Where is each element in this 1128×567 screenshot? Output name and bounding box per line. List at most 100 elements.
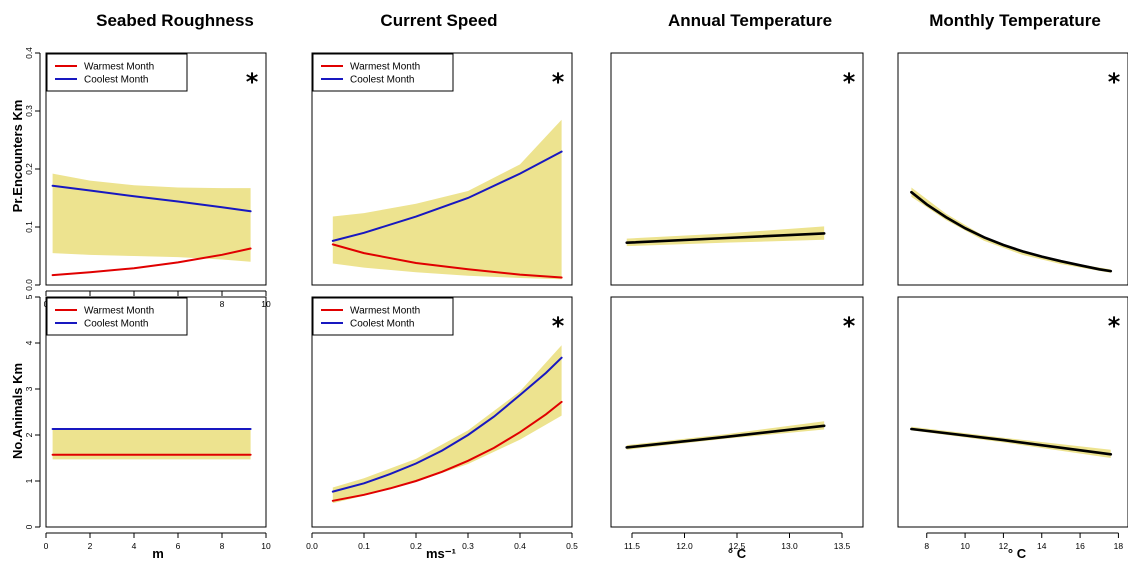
- fitted-line: [910, 190, 1113, 273]
- x-tick-label: 0.2: [410, 541, 422, 551]
- panel-frame: [311, 52, 573, 286]
- panel-frame: [45, 52, 267, 286]
- x-tick-label: 2: [88, 541, 93, 551]
- column-title-annual-temperature: Annual Temperature: [668, 11, 832, 30]
- x-tick-label: 0.1: [358, 541, 370, 551]
- panel-na-seabed: 0 1 2 3 4 5 0 2 4 6 8 10 Warmest Month Coolest Month: [24, 294, 271, 551]
- legend-label-coolest: Coolest Month: [84, 75, 148, 86]
- x-tick-label: 12.0: [676, 541, 693, 551]
- legend-label-warmest: Warmest Month: [350, 62, 420, 73]
- panel-frame: [610, 296, 864, 528]
- series-line-coolest-month: [331, 356, 563, 493]
- y-tick-label: 0.0: [24, 279, 34, 291]
- legend-label-warmest: Warmest Month: [350, 306, 420, 317]
- x-tick-label: 14: [1037, 541, 1047, 551]
- y-tick-label: 0.3: [24, 105, 34, 117]
- y-tick-label: 5: [24, 294, 34, 299]
- panel-frame: [897, 296, 1128, 528]
- legend-label-warmest: Warmest Month: [84, 306, 154, 317]
- x-axis-unit-annual-temp: ° C: [728, 546, 747, 561]
- x-tick-label: 0.5: [566, 541, 578, 551]
- legend: Warmest Month Coolest Month: [46, 53, 188, 92]
- x-axis-unit-current: ms⁻¹: [426, 546, 456, 561]
- x-axis-unit-m: m: [152, 546, 164, 561]
- row-label-pr-encounters: Pr.Encounters Km: [10, 100, 25, 213]
- significance-star: *: [1108, 68, 1121, 96]
- x-tick-label: 16: [1075, 541, 1085, 551]
- x-tick-label: 4: [132, 541, 137, 551]
- legend-label-coolest: Coolest Month: [350, 319, 414, 330]
- legend: Warmest Month Coolest Month: [46, 297, 188, 336]
- x-tick-label: 12: [999, 541, 1009, 551]
- row-label-no-animals: No.Animals Km: [10, 363, 25, 459]
- x-axis-unit-monthly-temp: ° C: [1008, 546, 1027, 561]
- x-tick-label: 13.5: [834, 541, 851, 551]
- y-tick-label: 4: [24, 340, 34, 345]
- confidence-band: [911, 187, 1111, 273]
- x-tick-label: 8: [220, 299, 225, 309]
- y-tick-label: 0: [24, 524, 34, 529]
- y-tick-label: 1: [24, 478, 34, 483]
- x-tick-label: 18: [1114, 541, 1124, 551]
- x-tick-label: 0.0: [306, 541, 318, 551]
- panel-frame: [311, 296, 573, 528]
- x-tick-label: 0.4: [514, 541, 526, 551]
- legend-box: [312, 297, 454, 336]
- series-line-warmest-month: [51, 247, 252, 277]
- panel-pe-current: Warmest Month Coolest Month *: [311, 52, 573, 286]
- confidence-band: [52, 428, 251, 460]
- x-tick-label: 10: [261, 541, 271, 551]
- panel-frame: [45, 296, 267, 528]
- panel-frame: [897, 52, 1128, 286]
- x-tick-label: 12.5: [729, 541, 746, 551]
- confidence-band: [626, 226, 825, 247]
- series-line-warmest-month: [331, 400, 563, 502]
- legend: Warmest Month Coolest Month: [312, 297, 454, 336]
- x-tick-label: 8: [924, 541, 929, 551]
- fitted-line: [910, 427, 1113, 456]
- legend-box: [46, 53, 188, 92]
- legend-label-warmest: Warmest Month: [84, 62, 154, 73]
- legend-box: [46, 297, 188, 336]
- fitted-line: [625, 232, 826, 244]
- column-title-seabed-roughness: Seabed Roughness: [96, 11, 254, 30]
- x-tick-label: 6: [176, 541, 181, 551]
- significance-star: *: [1108, 312, 1121, 340]
- confidence-band: [332, 119, 562, 280]
- y-tick-label: 3: [24, 386, 34, 391]
- x-tick-label: 10: [960, 541, 970, 551]
- confidence-band: [332, 345, 562, 504]
- significance-star: *: [552, 68, 565, 96]
- significance-star: *: [843, 68, 856, 96]
- column-title-monthly-temperature: Monthly Temperature: [929, 11, 1101, 30]
- y-tick-label: 0.2: [24, 163, 34, 175]
- panel-na-annual: 11.5 12.0 12.5 13.0 13.5 *: [610, 296, 864, 551]
- panel-pe-seabed: 0.00.10.20.30.40246810Warmest MonthCoole…: [24, 47, 271, 309]
- panel-na-current: 0.0 0.1 0.2 0.3 0.4 0.5 Warmest Month Coolest M…: [306, 296, 578, 551]
- x-tick-label: 0.3: [462, 541, 474, 551]
- panel-pe-annual: *: [610, 52, 864, 286]
- significance-star: *: [552, 312, 565, 340]
- panels-group: 0.00.10.20.30.40246810Warmest MonthCoole…: [24, 47, 1128, 551]
- series-line-warmest-month: [331, 243, 563, 279]
- x-tick-label: 13.0: [781, 541, 798, 551]
- panel-frame: [610, 52, 864, 286]
- series-line-coolest-month: [331, 150, 563, 242]
- panel-pe-monthly: *: [897, 52, 1128, 286]
- legend: Warmest Month Coolest Month: [312, 53, 454, 92]
- significance-star: *: [843, 312, 856, 340]
- y-tick-label: 0.4: [24, 47, 34, 59]
- significance-star: *: [246, 68, 259, 96]
- panel-na-monthly: 8 10 12 14 16 18 *: [897, 296, 1128, 551]
- legend-label-coolest: Coolest Month: [84, 319, 148, 330]
- legend-box: [312, 53, 454, 92]
- y-tick-label: 0.1: [24, 221, 34, 233]
- series-line-coolest-month: [51, 184, 252, 213]
- x-tick-label: 8: [220, 541, 225, 551]
- fitted-line: [625, 424, 826, 449]
- column-title-current-speed: Current Speed: [380, 11, 497, 30]
- x-tick-label: 11.5: [624, 541, 640, 551]
- x-tick-label: 0: [44, 541, 49, 551]
- y-tick-label: 2: [24, 432, 34, 437]
